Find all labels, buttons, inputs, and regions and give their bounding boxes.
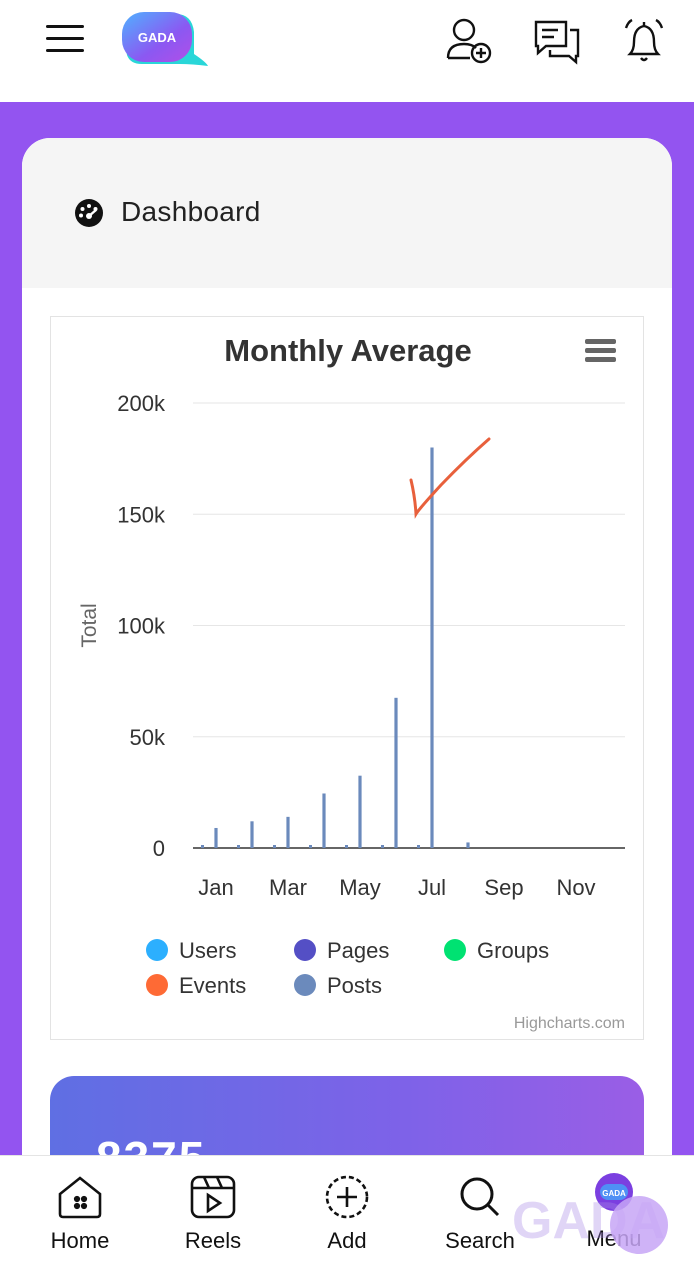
x-tick-label: Jan bbox=[198, 875, 233, 900]
gada-logo[interactable]: GADA bbox=[118, 10, 210, 72]
top-bar: GADA bbox=[0, 0, 694, 102]
nav-label-home: Home bbox=[50, 1228, 110, 1253]
dashboard-header: Dashboard bbox=[22, 138, 672, 288]
chart-title: Monthly Average bbox=[224, 333, 471, 368]
svg-text:GADA: GADA bbox=[602, 1189, 626, 1198]
add-user-icon[interactable] bbox=[444, 16, 494, 66]
bar-stub bbox=[201, 845, 204, 848]
bar-stub bbox=[381, 845, 384, 848]
nav-reels[interactable]: Reels bbox=[153, 1156, 273, 1266]
bar-stub bbox=[237, 845, 240, 848]
y-axis-label: Total bbox=[78, 603, 101, 647]
bar-stub bbox=[345, 845, 348, 848]
add-icon bbox=[325, 1175, 369, 1219]
x-tick-label: Mar bbox=[269, 875, 307, 900]
y-tick-label: 100k bbox=[117, 614, 166, 639]
legend-label-posts: Posts bbox=[327, 973, 382, 998]
home-icon bbox=[58, 1176, 102, 1219]
legend-label-pages: Pages bbox=[327, 938, 389, 963]
speedometer-icon bbox=[75, 199, 103, 227]
y-tick-label: 150k bbox=[117, 502, 166, 527]
legend-label-events: Events bbox=[179, 973, 246, 998]
bar-posts bbox=[466, 842, 470, 848]
bar-posts bbox=[358, 775, 362, 848]
x-tick-label: Sep bbox=[484, 875, 523, 900]
legend-marker bbox=[146, 939, 168, 961]
nav-add[interactable]: Add bbox=[287, 1156, 407, 1266]
y-tick-label: 0 bbox=[153, 836, 165, 861]
bar-posts bbox=[394, 697, 398, 848]
legend-marker bbox=[444, 939, 466, 961]
bar-stub bbox=[309, 845, 312, 848]
bar-posts bbox=[214, 827, 218, 848]
chart-menu-icon[interactable] bbox=[585, 339, 616, 362]
reels-icon bbox=[190, 1175, 236, 1219]
nav-home[interactable]: Home bbox=[20, 1156, 140, 1266]
x-tick-label: May bbox=[339, 875, 381, 900]
bell-icon[interactable] bbox=[620, 16, 670, 66]
floating-action-button[interactable] bbox=[610, 1196, 668, 1254]
checkmark-icon bbox=[409, 437, 491, 519]
nav-search[interactable]: Search bbox=[420, 1156, 540, 1266]
monthly-average-chart: Monthly Average 0 50k 100k 150k 200k Total Jan M… bbox=[50, 316, 644, 1040]
nav-label-search: Search bbox=[445, 1228, 515, 1253]
bar-stub bbox=[417, 845, 420, 848]
nav-label-add: Add bbox=[327, 1228, 367, 1253]
legend-marker bbox=[294, 974, 316, 996]
chart-svg: Monthly Average 0 50k 100k 150k 200k Total Jan M… bbox=[78, 333, 625, 998]
bottom-nav: Home Reels Add Search GADA Menu bbox=[0, 1155, 694, 1280]
dashboard-title: Dashboard bbox=[121, 196, 261, 227]
bar-posts bbox=[322, 793, 326, 848]
y-tick-label: 50k bbox=[130, 725, 166, 750]
messages-icon[interactable] bbox=[532, 16, 582, 66]
legend-label-groups: Groups bbox=[477, 938, 549, 963]
search-icon bbox=[460, 1177, 500, 1217]
legend-label-users: Users bbox=[179, 938, 236, 963]
x-tick-label: Nov bbox=[556, 875, 595, 900]
nav-label-reels: Reels bbox=[184, 1228, 242, 1253]
x-tick-label: Jul bbox=[418, 875, 446, 900]
bar-posts bbox=[250, 821, 254, 848]
legend-marker bbox=[294, 939, 316, 961]
bar-stub bbox=[273, 845, 276, 848]
menu-icon[interactable] bbox=[46, 25, 84, 53]
bar-posts bbox=[286, 816, 290, 848]
legend-marker bbox=[146, 974, 168, 996]
y-tick-label: 200k bbox=[117, 391, 166, 416]
bar-posts bbox=[430, 447, 434, 848]
dashboard-card: Dashboard Monthly Average 0 50k 100k 150k 200… bbox=[22, 138, 672, 1168]
chart-credit[interactable]: Highcharts.com bbox=[513, 1015, 625, 1032]
svg-text:GADA: GADA bbox=[138, 30, 177, 45]
